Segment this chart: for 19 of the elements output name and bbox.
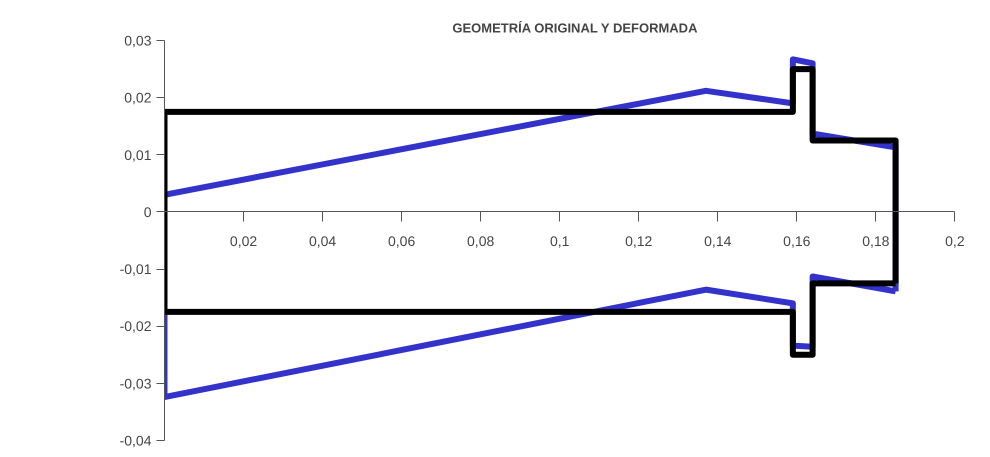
y-tick-label: -0,04 bbox=[120, 432, 152, 448]
x-tick-label: 0,14 bbox=[704, 232, 732, 249]
chart-title: GEOMETRÍA ORIGINAL Y DEFORMADA bbox=[452, 20, 698, 36]
x-tick-label: 0,06 bbox=[388, 232, 416, 249]
x-tick-label: 0,02 bbox=[230, 232, 258, 249]
x-tick-label: 0,1 bbox=[550, 232, 570, 249]
x-tick-label: 0,18 bbox=[862, 232, 890, 249]
x-tick-label: 0,04 bbox=[308, 232, 336, 249]
x-tick-label: 0,16 bbox=[783, 232, 811, 249]
y-tick-label: 0 bbox=[144, 204, 152, 220]
y-tick-label: 0,02 bbox=[124, 90, 152, 106]
y-tick-label: 0,01 bbox=[124, 146, 152, 163]
y-tick-label: 0,03 bbox=[124, 32, 152, 48]
x-tick-label: 0,12 bbox=[625, 232, 653, 249]
y-tick-label: -0,01 bbox=[120, 261, 152, 278]
x-tick-label: 0,08 bbox=[467, 232, 494, 249]
x-tick-label: 0,2 bbox=[945, 232, 965, 249]
y-tick-label: -0,03 bbox=[120, 375, 152, 392]
y-tick-label: -0,02 bbox=[120, 318, 152, 334]
